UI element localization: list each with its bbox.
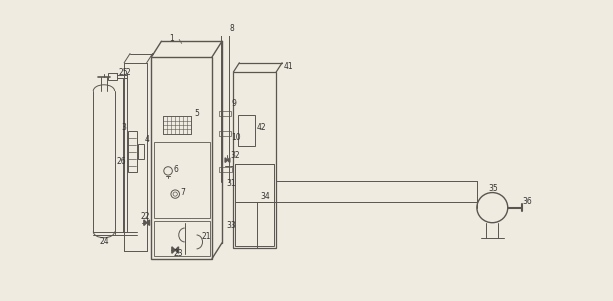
Text: 41: 41 bbox=[283, 62, 293, 71]
Text: 1: 1 bbox=[170, 34, 174, 43]
Text: 6: 6 bbox=[173, 165, 178, 174]
Bar bbox=[163, 116, 191, 134]
Bar bbox=[154, 221, 210, 256]
Bar bbox=[234, 72, 276, 248]
Bar bbox=[138, 144, 144, 159]
Polygon shape bbox=[225, 158, 227, 163]
Polygon shape bbox=[144, 220, 147, 225]
Bar bbox=[219, 167, 232, 172]
Text: 36: 36 bbox=[522, 197, 532, 206]
Polygon shape bbox=[227, 158, 230, 163]
Text: 10: 10 bbox=[232, 133, 241, 142]
Text: 4: 4 bbox=[145, 135, 150, 144]
Bar bbox=[235, 164, 274, 202]
Text: 8: 8 bbox=[230, 24, 235, 33]
Bar bbox=[109, 73, 117, 80]
Text: 31: 31 bbox=[227, 178, 237, 188]
Text: 21: 21 bbox=[201, 232, 211, 241]
Text: 2: 2 bbox=[125, 67, 130, 76]
Text: 25: 25 bbox=[118, 68, 128, 77]
Text: 35: 35 bbox=[488, 184, 498, 193]
Polygon shape bbox=[175, 247, 178, 253]
Text: 22: 22 bbox=[141, 212, 150, 221]
Bar bbox=[219, 131, 230, 136]
Text: 9: 9 bbox=[232, 99, 237, 108]
Bar bbox=[151, 57, 212, 259]
Bar bbox=[235, 202, 274, 246]
Text: 34: 34 bbox=[261, 192, 270, 201]
Text: 42: 42 bbox=[257, 123, 266, 132]
Polygon shape bbox=[172, 247, 175, 253]
Bar bbox=[219, 111, 230, 116]
Text: 24: 24 bbox=[100, 237, 109, 246]
Bar bbox=[154, 142, 210, 218]
Bar bbox=[128, 131, 137, 172]
Text: 7: 7 bbox=[180, 188, 185, 197]
Bar bbox=[238, 115, 255, 146]
Polygon shape bbox=[147, 220, 150, 225]
Text: 26: 26 bbox=[116, 157, 126, 166]
Text: 3: 3 bbox=[122, 123, 127, 132]
Text: 23: 23 bbox=[173, 250, 183, 259]
Text: 32: 32 bbox=[230, 151, 240, 160]
Text: 33: 33 bbox=[227, 221, 237, 230]
Text: 5: 5 bbox=[194, 109, 199, 118]
